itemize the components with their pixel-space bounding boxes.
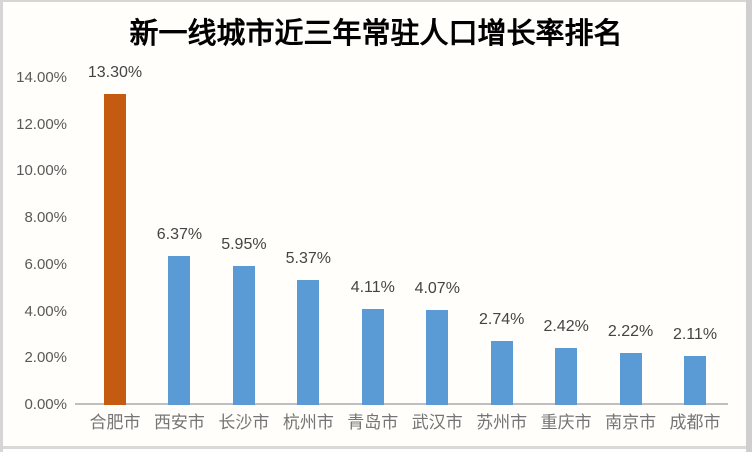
category-label: 合肥市 — [89, 413, 141, 432]
chart-bar — [297, 279, 320, 405]
chart-bar — [426, 309, 449, 405]
y-tick-label: 12.00% — [16, 115, 67, 133]
bar-value-label: 2.74% — [479, 311, 525, 328]
chart-bar — [684, 355, 707, 405]
category-label: 苏州市 — [476, 413, 528, 432]
category-label: 青岛市 — [347, 413, 399, 432]
chart-bar — [361, 309, 384, 405]
chart-bar — [619, 353, 642, 405]
y-tick-label: 10.00% — [16, 162, 67, 180]
bar-value-label: 4.07% — [414, 279, 460, 297]
bar-value-label: 2.42% — [543, 318, 589, 336]
bar-value-label: 5.37% — [285, 249, 332, 267]
chart-bar — [104, 94, 126, 405]
bar-value-label: 6.37% — [156, 226, 203, 244]
page-edge-left — [0, 0, 3, 452]
category-label: 重庆市 — [540, 413, 592, 432]
category-label: 成都市 — [669, 413, 721, 432]
bar-value-label: 13.30% — [87, 64, 143, 82]
bar-value-label: 2.22% — [607, 323, 654, 341]
chart-bar — [555, 348, 578, 405]
chart-bar — [168, 256, 191, 405]
y-tick-label: 8.00% — [24, 209, 67, 227]
y-tick-label: 4.00% — [24, 302, 67, 320]
bar-value-label: 2.11% — [672, 325, 718, 343]
page-edge-right — [746, 0, 752, 452]
chart-title: 新一线城市近三年常驻人口增长率排名 — [129, 18, 623, 50]
category-label: 杭州市 — [282, 413, 334, 432]
category-label: 南京市 — [605, 413, 657, 432]
category-label: 西安市 — [153, 413, 205, 432]
y-tick-label: 14.00% — [16, 69, 67, 86]
category-label: 武汉市 — [411, 413, 463, 432]
page-edge-bottom — [0, 446, 752, 449]
y-tick-label: 6.00% — [24, 255, 67, 273]
y-tick-label: 0.00% — [24, 396, 67, 413]
bar-value-label: 5.95% — [221, 236, 267, 254]
chart-bar — [490, 341, 513, 405]
bar-value-label: 4.11% — [350, 279, 395, 296]
x-axis-line — [75, 403, 728, 405]
category-label: 长沙市 — [218, 413, 270, 432]
y-tick-label: 2.00% — [24, 349, 67, 367]
page-edge-top — [0, 0, 752, 2]
chart-bar — [232, 266, 255, 405]
